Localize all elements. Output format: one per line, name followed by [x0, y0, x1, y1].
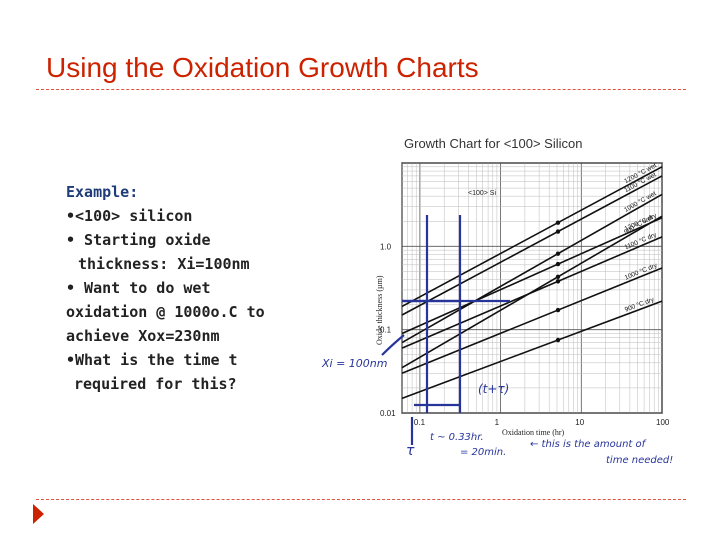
- chart-caption: Growth Chart for <100> Silicon: [404, 136, 583, 151]
- example-heading: Example:: [66, 183, 139, 201]
- tau-annotation: τ: [406, 443, 415, 459]
- series-point-4: [555, 261, 561, 267]
- series-point-6: [555, 307, 561, 313]
- example-line-4: • Want to do wet: [66, 279, 211, 297]
- series-line-5: [401, 236, 663, 349]
- xi-arrow: [381, 334, 405, 356]
- example-line-1: •<100> silicon: [66, 207, 193, 225]
- x-tick-labels: 0.1 1 10 100: [414, 418, 670, 427]
- slide-title: Using the Oxidation Growth Charts: [46, 52, 479, 83]
- top-divider: [36, 89, 686, 90]
- series-line-2: [401, 193, 663, 344]
- annotation-lines: [381, 215, 510, 445]
- series-point-5: [555, 279, 561, 284]
- bottom-divider: [36, 499, 686, 500]
- y-tick-labels: 1.0 0.1 0.01: [380, 242, 396, 418]
- plot-frame: [401, 162, 663, 414]
- y-tick-label-1: 0.1: [380, 326, 392, 335]
- t-minutes-annotation: = 20min.: [460, 447, 506, 458]
- x-tick-label-0: 0.1: [414, 418, 426, 427]
- y-axis-label: Oxide thickness (µm): [375, 275, 384, 345]
- time-needed-note: time needed!: [606, 455, 673, 466]
- t-hours-annotation: t ~ 0.33hr.: [430, 432, 484, 443]
- series-line-7: [401, 300, 663, 400]
- y-tick-label-2: 0.01: [380, 409, 396, 418]
- x-axis-label: Oxidation time (hr): [502, 428, 565, 437]
- series-point-3: [555, 274, 561, 279]
- example-line-7: •What is the time t: [66, 351, 238, 369]
- series-line-1: [401, 175, 663, 316]
- series-point-0: [555, 220, 561, 225]
- xi-annotation: Xi = 100nm: [321, 357, 387, 370]
- example-line-5: oxidation @ 1000o.C to: [66, 303, 265, 321]
- series-line-4: [401, 217, 663, 335]
- example-line-6: achieve Xox=230nm: [66, 327, 220, 345]
- example-text: Example: •<100> silicon • Starting oxide…: [66, 180, 306, 396]
- series-point-7: [555, 337, 561, 343]
- x-tick-label-3: 100: [656, 418, 670, 427]
- series-line-0: [401, 166, 663, 308]
- example-line-3: thickness: Xi=100nm: [78, 255, 250, 273]
- y-tick-label-0: 1.0: [380, 242, 392, 251]
- amount-note: ← this is the amount of: [530, 439, 647, 450]
- series-point-2: [555, 251, 561, 256]
- orientation-label: <100> Si: [468, 190, 496, 197]
- series-line-6: [401, 267, 663, 374]
- next-slide-arrow-icon[interactable]: [33, 504, 44, 524]
- series-point-1: [555, 229, 561, 234]
- t-plus-tau-annotation: (t+τ): [478, 382, 509, 396]
- example-line-8: required for this?: [74, 375, 237, 393]
- example-line-2: • Starting oxide: [66, 231, 211, 249]
- x-tick-label-1: 1: [495, 418, 500, 427]
- x-tick-label-2: 10: [575, 418, 584, 427]
